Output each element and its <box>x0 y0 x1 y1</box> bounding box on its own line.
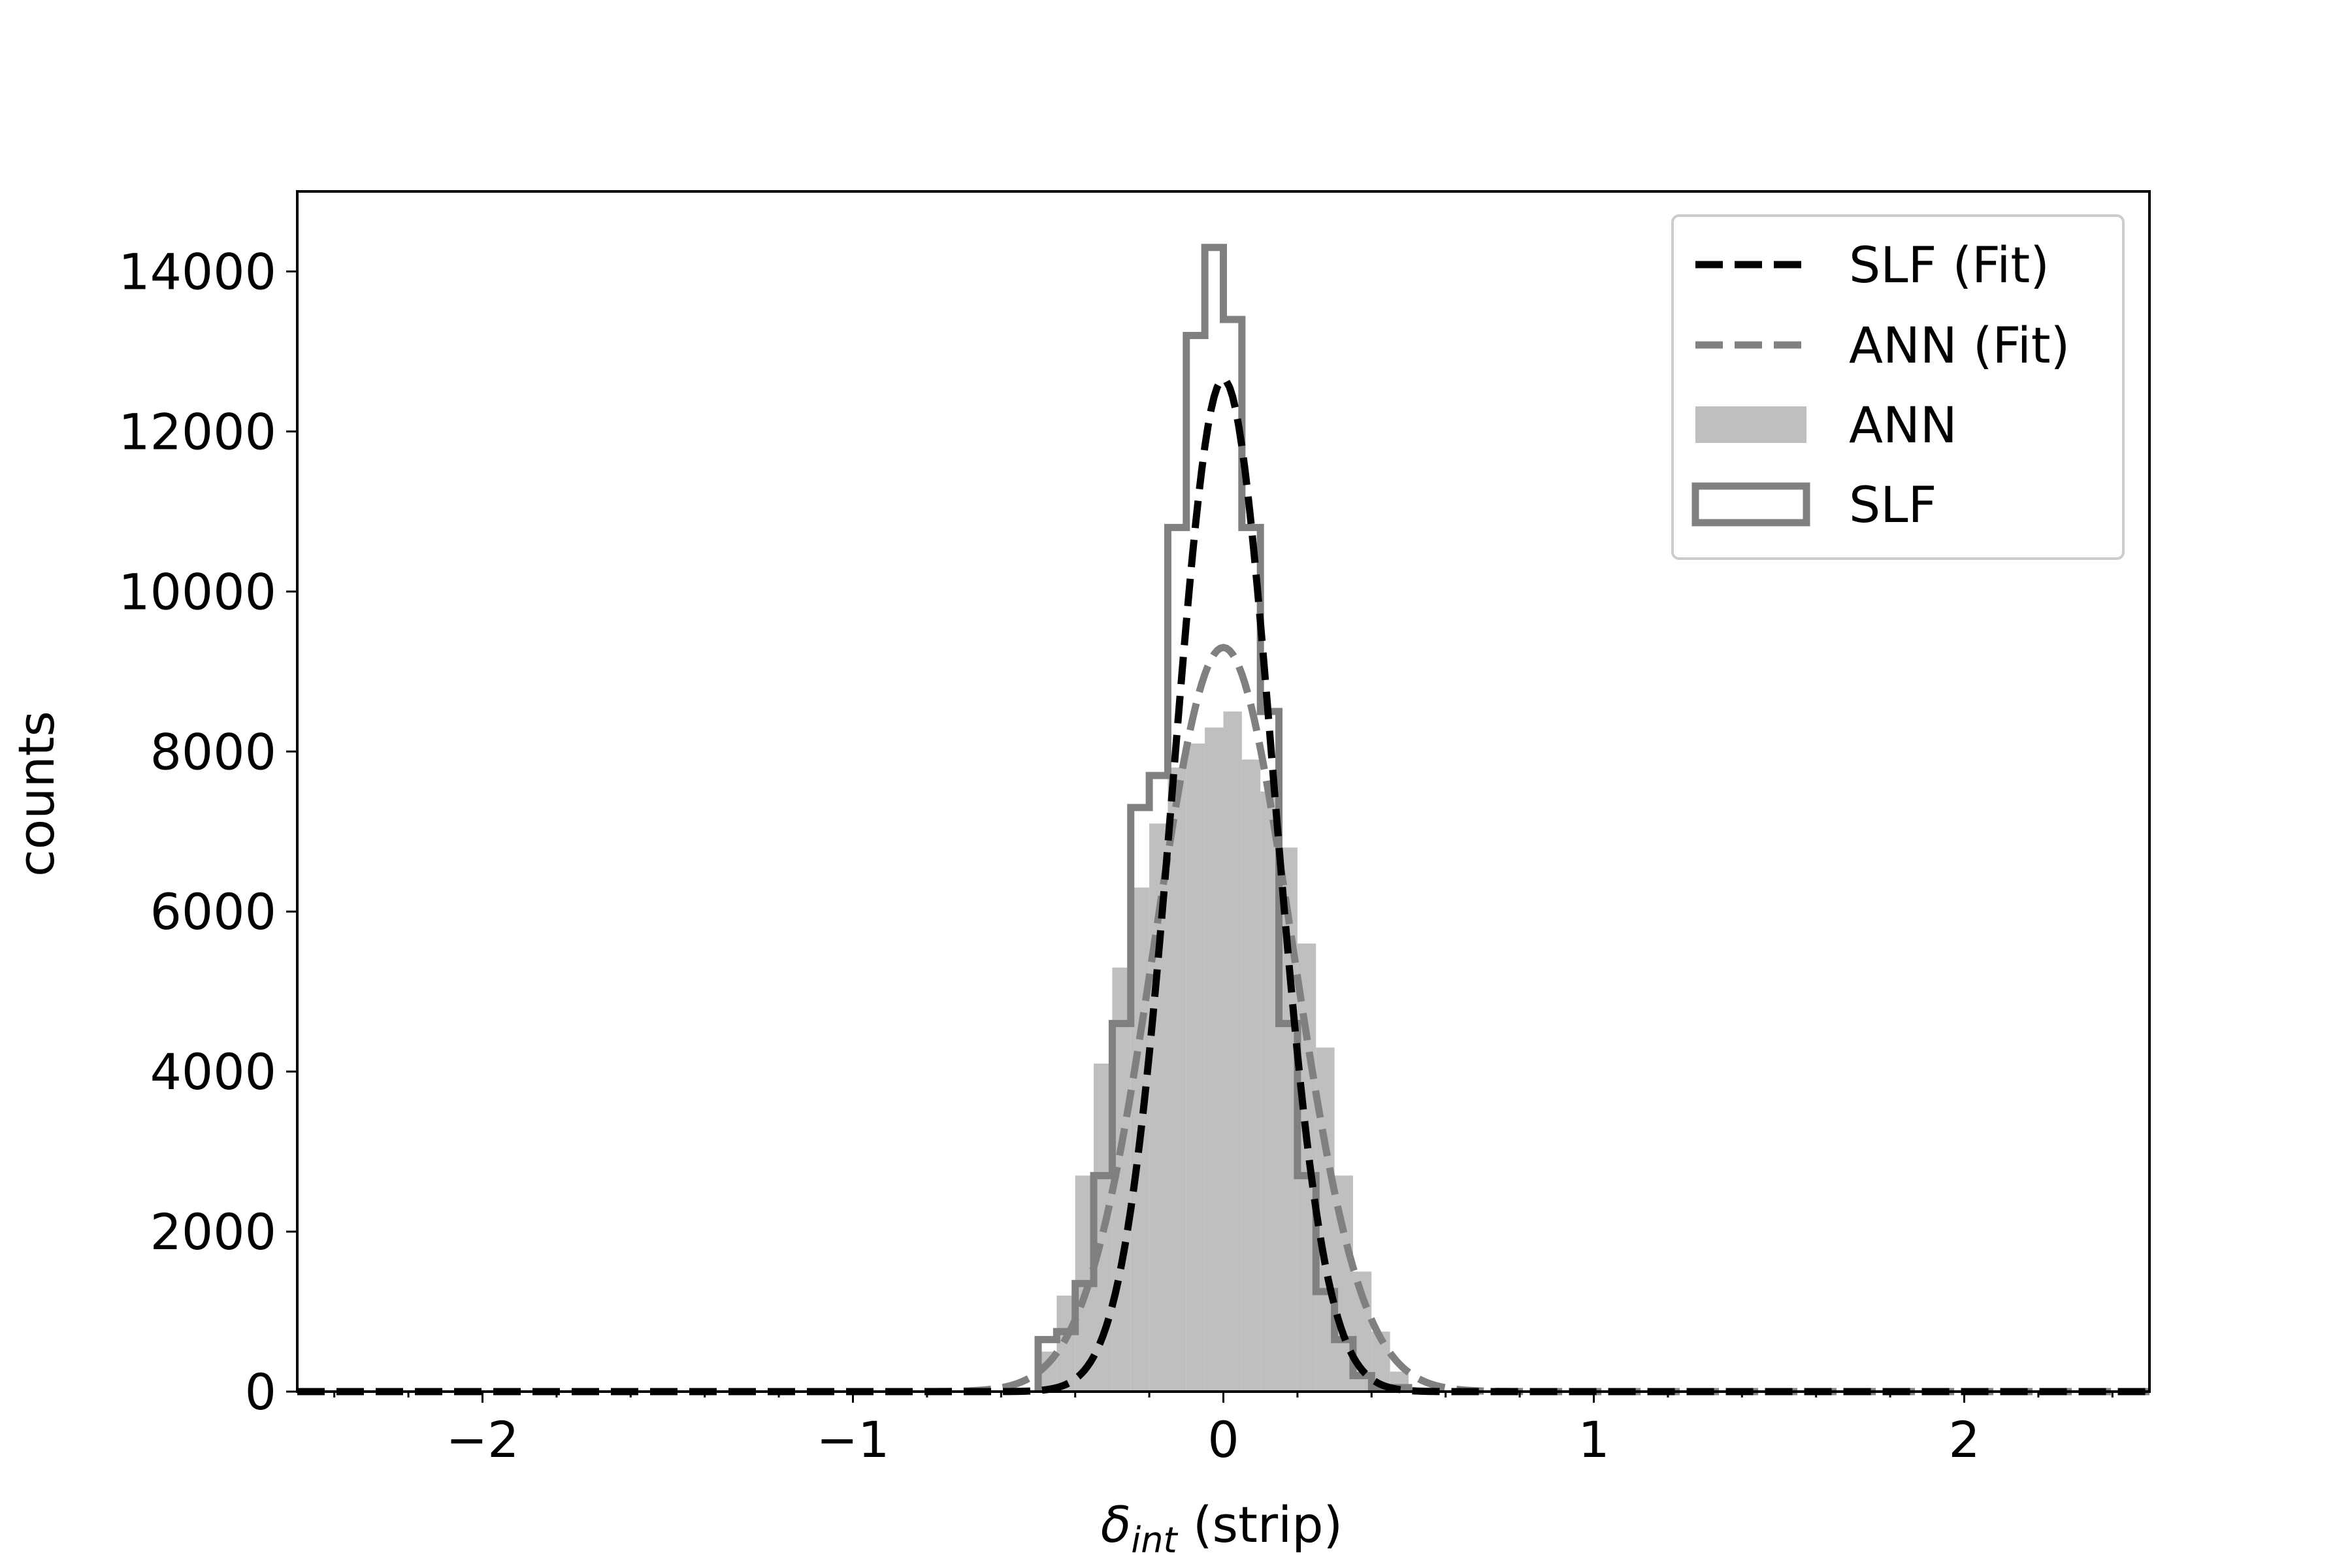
x-tick-label: 1 <box>1578 1411 1609 1469</box>
y-tick-label: 10000 <box>118 563 276 621</box>
y-axis: 0 2000 4000 6000 8000 10000 12000 14000 <box>118 242 297 1421</box>
ann-bar <box>1168 767 1186 1392</box>
legend-box <box>1671 214 2125 560</box>
y-tick-label: 8000 <box>150 723 276 781</box>
y-tick-label: 14000 <box>118 242 276 301</box>
x-axis: −2 −1 0 1 2 <box>333 1392 2114 1469</box>
legend: SLF (Fit) ANN (Fit) ANN SLF <box>1671 214 2125 560</box>
gaussian-fit-series <box>297 375 2149 1396</box>
x-axis-symbol: δ <box>1101 1495 1132 1554</box>
slf-histogram-series <box>1034 244 1413 1392</box>
ann-bar <box>1241 759 1261 1392</box>
x-tick-label: 0 <box>1207 1411 1239 1469</box>
ann-bar <box>1205 727 1224 1392</box>
x-axis-unit: (strip) <box>1193 1495 1343 1554</box>
x-tick-label: 2 <box>1948 1411 1980 1469</box>
ann-fit-line <box>297 644 2149 1396</box>
legend-label: ANN (Fit) <box>1849 316 2070 374</box>
y-tick-label: 12000 <box>118 402 276 461</box>
y-axis-label: counts <box>7 711 65 877</box>
y-tick-label: 2000 <box>150 1203 276 1261</box>
legend-swatch-outline <box>1691 482 1810 527</box>
legend-label: SLF (Fit) <box>1849 236 2050 294</box>
ann-histogram-series <box>1038 711 1409 1392</box>
legend-swatch-filled <box>1695 406 1806 443</box>
y-tick-label: 6000 <box>150 883 276 941</box>
x-axis-subscript: int <box>1131 1520 1178 1561</box>
ann-bar <box>1186 743 1205 1392</box>
legend-label: SLF <box>1849 476 1936 534</box>
ann-bar <box>1223 711 1242 1392</box>
legend-label: ANN <box>1849 396 1957 454</box>
y-tick-label: 4000 <box>150 1043 276 1101</box>
x-axis-label: δint (strip) <box>1101 1495 1343 1561</box>
y-tick-label: 0 <box>245 1363 276 1421</box>
x-tick-label: −2 <box>446 1411 519 1469</box>
x-tick-label: −1 <box>816 1411 889 1469</box>
slf-step-line <box>1034 244 1413 1392</box>
